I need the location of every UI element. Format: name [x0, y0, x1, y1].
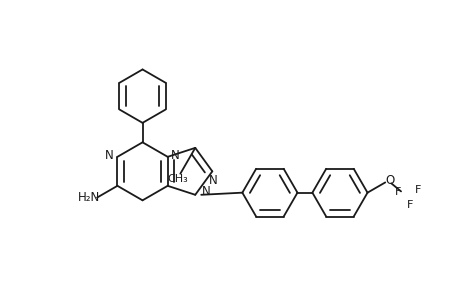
- Text: CH₃: CH₃: [168, 174, 188, 184]
- Text: N: N: [171, 148, 179, 162]
- Text: F: F: [394, 187, 400, 197]
- Text: H₂N: H₂N: [78, 191, 101, 204]
- Text: O: O: [384, 174, 393, 187]
- Text: F: F: [414, 185, 420, 195]
- Text: F: F: [405, 200, 412, 211]
- Text: N: N: [105, 148, 114, 162]
- Text: N: N: [201, 185, 210, 198]
- Text: N: N: [209, 174, 218, 187]
